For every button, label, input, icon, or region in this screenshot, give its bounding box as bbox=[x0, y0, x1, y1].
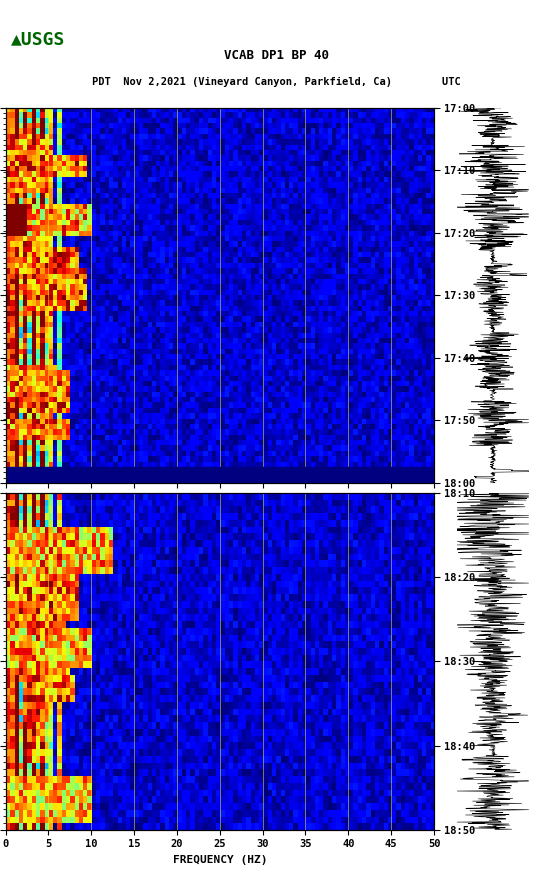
Text: VCAB DP1 BP 40: VCAB DP1 BP 40 bbox=[224, 49, 328, 62]
X-axis label: FREQUENCY (HZ): FREQUENCY (HZ) bbox=[173, 855, 267, 865]
Bar bbox=[6, 467, 434, 483]
Text: PDT  Nov 2,2021 (Vineyard Canyon, Parkfield, Ca)        UTC: PDT Nov 2,2021 (Vineyard Canyon, Parkfie… bbox=[92, 78, 460, 87]
Text: ▲USGS: ▲USGS bbox=[11, 30, 65, 48]
